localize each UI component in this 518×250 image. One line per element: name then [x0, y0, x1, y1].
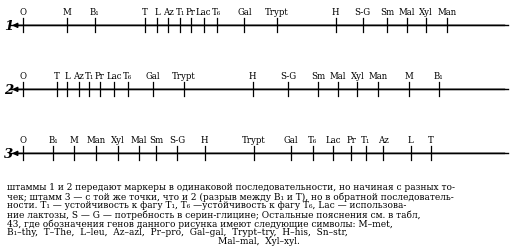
Text: B₁: B₁	[434, 72, 443, 81]
Text: B₁: B₁	[90, 8, 99, 17]
Text: T₁: T₁	[84, 72, 94, 81]
Text: 1: 1	[4, 20, 13, 33]
Text: Trypt: Trypt	[265, 8, 289, 17]
Text: L: L	[154, 8, 160, 17]
Text: Xyl: Xyl	[111, 136, 125, 145]
Text: O: O	[20, 72, 27, 81]
Text: T₁: T₁	[176, 8, 185, 17]
Text: Trypt: Trypt	[172, 72, 196, 81]
Text: Man: Man	[369, 72, 387, 81]
Text: Pr: Pr	[346, 136, 356, 145]
Text: Trypt: Trypt	[242, 136, 266, 145]
Text: S-G: S-G	[280, 72, 296, 81]
Text: Gal: Gal	[237, 8, 252, 17]
Text: Lac: Lac	[106, 72, 122, 81]
Text: Mal: Mal	[131, 136, 147, 145]
Text: T₆: T₆	[212, 8, 221, 17]
Text: Mal–mal,  Xyl–xyl.: Mal–mal, Xyl–xyl.	[218, 236, 300, 246]
Text: B₁: B₁	[49, 136, 58, 145]
Text: M: M	[63, 8, 71, 17]
Text: O: O	[20, 8, 27, 17]
Text: M: M	[70, 136, 78, 145]
Text: 3: 3	[4, 147, 13, 160]
Text: Gal: Gal	[284, 136, 298, 145]
Text: Pr: Pr	[95, 72, 105, 81]
Text: Sm: Sm	[380, 8, 395, 17]
Text: L: L	[64, 72, 70, 81]
Text: M: M	[405, 72, 413, 81]
Text: Man: Man	[438, 8, 456, 17]
Text: T: T	[428, 136, 434, 145]
Text: S-G: S-G	[354, 8, 371, 17]
Text: ности. T₁ — устойчивость к фагу T₁, T₆ —устойчивость к фагу T₆, Lac — использова: ности. T₁ — устойчивость к фагу T₁, T₆ —…	[7, 200, 406, 209]
Text: 2: 2	[4, 84, 13, 96]
Text: чек; штамм 3 — с той же точки, что и 2 (разрыв между B₁ и T), но в обратной посл: чек; штамм 3 — с той же точки, что и 2 (…	[7, 192, 453, 201]
Text: T₁: T₁	[361, 136, 370, 145]
Text: T₆: T₆	[308, 136, 318, 145]
Text: Sm: Sm	[311, 72, 325, 81]
Text: T₆: T₆	[123, 72, 133, 81]
Text: штаммы 1 и 2 передают маркеры в одинаковой последовательности, но начиная с разн: штаммы 1 и 2 передают маркеры в одинаков…	[7, 182, 455, 192]
Text: Gal: Gal	[146, 72, 160, 81]
Text: B₁–thy,  T–The,  L–leu,  Az–azl,  Pr–pro,  Gal–gal,  Trypt–try,  H–his,  Sn–str,: B₁–thy, T–The, L–leu, Az–azl, Pr–pro, Ga…	[7, 228, 348, 236]
Text: ние лактозы, S — G — потребность в серин-глицине; Остальные пояснения см. в табл: ние лактозы, S — G — потребность в серин…	[7, 210, 420, 219]
Text: Az: Az	[163, 8, 174, 17]
Text: L: L	[408, 136, 414, 145]
Text: H: H	[201, 136, 208, 145]
Text: Man: Man	[87, 136, 105, 145]
Text: T: T	[142, 8, 148, 17]
Text: Lac: Lac	[325, 136, 341, 145]
Text: Lac: Lac	[196, 8, 211, 17]
Text: Xyl: Xyl	[419, 8, 433, 17]
Text: T: T	[54, 72, 60, 81]
Text: Az: Az	[378, 136, 388, 145]
Text: H: H	[332, 8, 339, 17]
Text: O: O	[20, 136, 27, 145]
Text: Mal: Mal	[329, 72, 346, 81]
Text: Sm: Sm	[149, 136, 164, 145]
Text: Xyl: Xyl	[351, 72, 364, 81]
Text: S-G: S-G	[169, 136, 185, 145]
Text: H: H	[249, 72, 256, 81]
Text: Mal: Mal	[398, 8, 415, 17]
Text: Az: Az	[74, 72, 84, 81]
Text: 43, где обозначения генов данного рисунка имеют следующие символы: M–met,: 43, где обозначения генов данного рисунк…	[7, 218, 393, 228]
Text: Pr: Pr	[185, 8, 196, 17]
